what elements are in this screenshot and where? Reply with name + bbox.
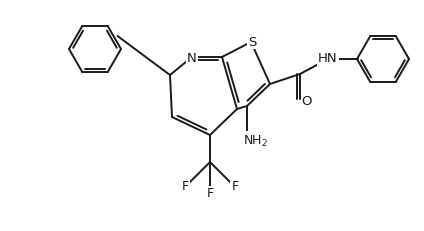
Text: F: F bbox=[232, 180, 239, 193]
Text: F: F bbox=[206, 187, 214, 200]
Text: N: N bbox=[187, 51, 197, 64]
Text: HN: HN bbox=[318, 52, 338, 65]
Text: F: F bbox=[181, 180, 189, 193]
Text: NH$_2$: NH$_2$ bbox=[243, 133, 268, 148]
Text: O: O bbox=[302, 95, 312, 108]
Text: S: S bbox=[248, 35, 256, 48]
